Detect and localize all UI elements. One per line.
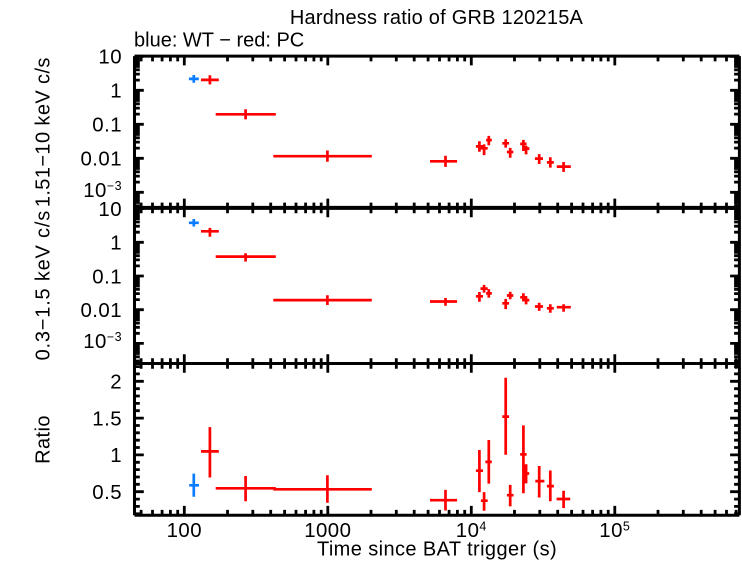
svg-text:1: 1: [110, 81, 122, 103]
svg-text:105: 105: [599, 520, 630, 543]
svg-text:1: 1: [110, 233, 122, 255]
svg-text:Time since BAT trigger (s): Time since BAT trigger (s): [317, 539, 557, 561]
svg-text:0.01: 0.01: [81, 149, 123, 171]
svg-text:1.5: 1.5: [92, 408, 122, 430]
svg-text:0.3−1.5 keV c/s: 0.3−1.5 keV c/s: [33, 210, 55, 360]
svg-text:1000: 1000: [304, 520, 351, 542]
svg-text:100: 100: [167, 520, 202, 542]
svg-text:0.1: 0.1: [92, 115, 122, 137]
svg-text:10: 10: [98, 47, 122, 69]
svg-text:Ratio: Ratio: [33, 415, 55, 464]
svg-text:0.5: 0.5: [92, 482, 122, 504]
svg-text:104: 104: [456, 520, 487, 543]
svg-text:1: 1: [110, 445, 122, 467]
svg-text:2: 2: [110, 372, 122, 394]
svg-text:Hardness ratio of GRB 120215A: Hardness ratio of GRB 120215A: [290, 7, 584, 29]
svg-text:0.1: 0.1: [92, 266, 122, 288]
svg-text:0.01: 0.01: [81, 300, 123, 322]
svg-text:10: 10: [98, 199, 122, 221]
svg-text:blue: WT − red: PC: blue: WT − red: PC: [134, 29, 304, 51]
svg-text:1.51−10 keV c/s: 1.51−10 keV c/s: [33, 57, 55, 207]
